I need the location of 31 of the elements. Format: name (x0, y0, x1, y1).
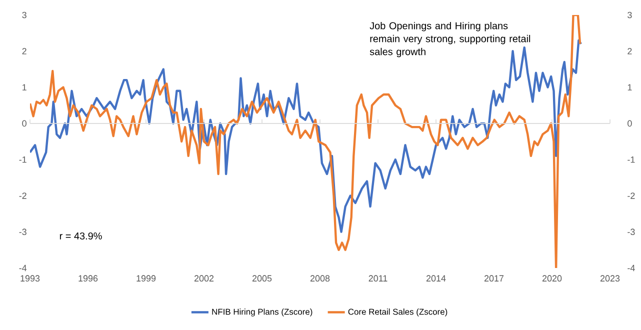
x-tick-label: 2023 (600, 275, 620, 282)
y-tick-label: 3 (22, 12, 26, 18)
y2-tick-label: -1 (628, 156, 635, 163)
legend-label: Core Retail Sales (Zscore) (348, 308, 448, 316)
y-tick-label: -2 (19, 192, 26, 199)
y2-tick-label: 3 (628, 12, 632, 18)
x-tick-label: 2002 (194, 275, 214, 282)
y2-tick-label: 0 (628, 120, 632, 127)
x-tick-label: 2005 (252, 275, 272, 282)
x-tick-label: 2011 (368, 275, 388, 282)
y2-tick-label: -2 (628, 192, 635, 199)
annotation: Job Openings and Hiring plans remain very strong, supporting retail sales growth (370, 22, 530, 58)
y2-tick-label: -3 (628, 228, 635, 236)
y-tick-label: -1 (19, 156, 26, 163)
y2-tick-label: -4 (628, 264, 635, 272)
annotation: r = 43.9% (60, 232, 102, 240)
x-tick-label: 1993 (20, 275, 40, 282)
x-tick-label: 1996 (78, 275, 98, 282)
x-tick-label: 2017 (484, 275, 504, 282)
y2-tick-label: 2 (628, 48, 632, 54)
y2-tick-label: 1 (628, 84, 632, 90)
y-tick-label: 0 (22, 120, 26, 127)
x-tick-label: 2020 (542, 275, 562, 282)
y-tick-label: 2 (22, 48, 26, 54)
x-tick-label: 2014 (426, 275, 446, 282)
legend-label: NFIB Hiring Plans (Zscore) (212, 308, 312, 316)
y-tick-label: 1 (22, 84, 26, 90)
x-tick-label: 1999 (136, 275, 156, 282)
x-tick-label: 2008 (310, 275, 330, 282)
y-tick-label: -4 (19, 264, 27, 272)
y-tick-label: -3 (19, 228, 26, 236)
